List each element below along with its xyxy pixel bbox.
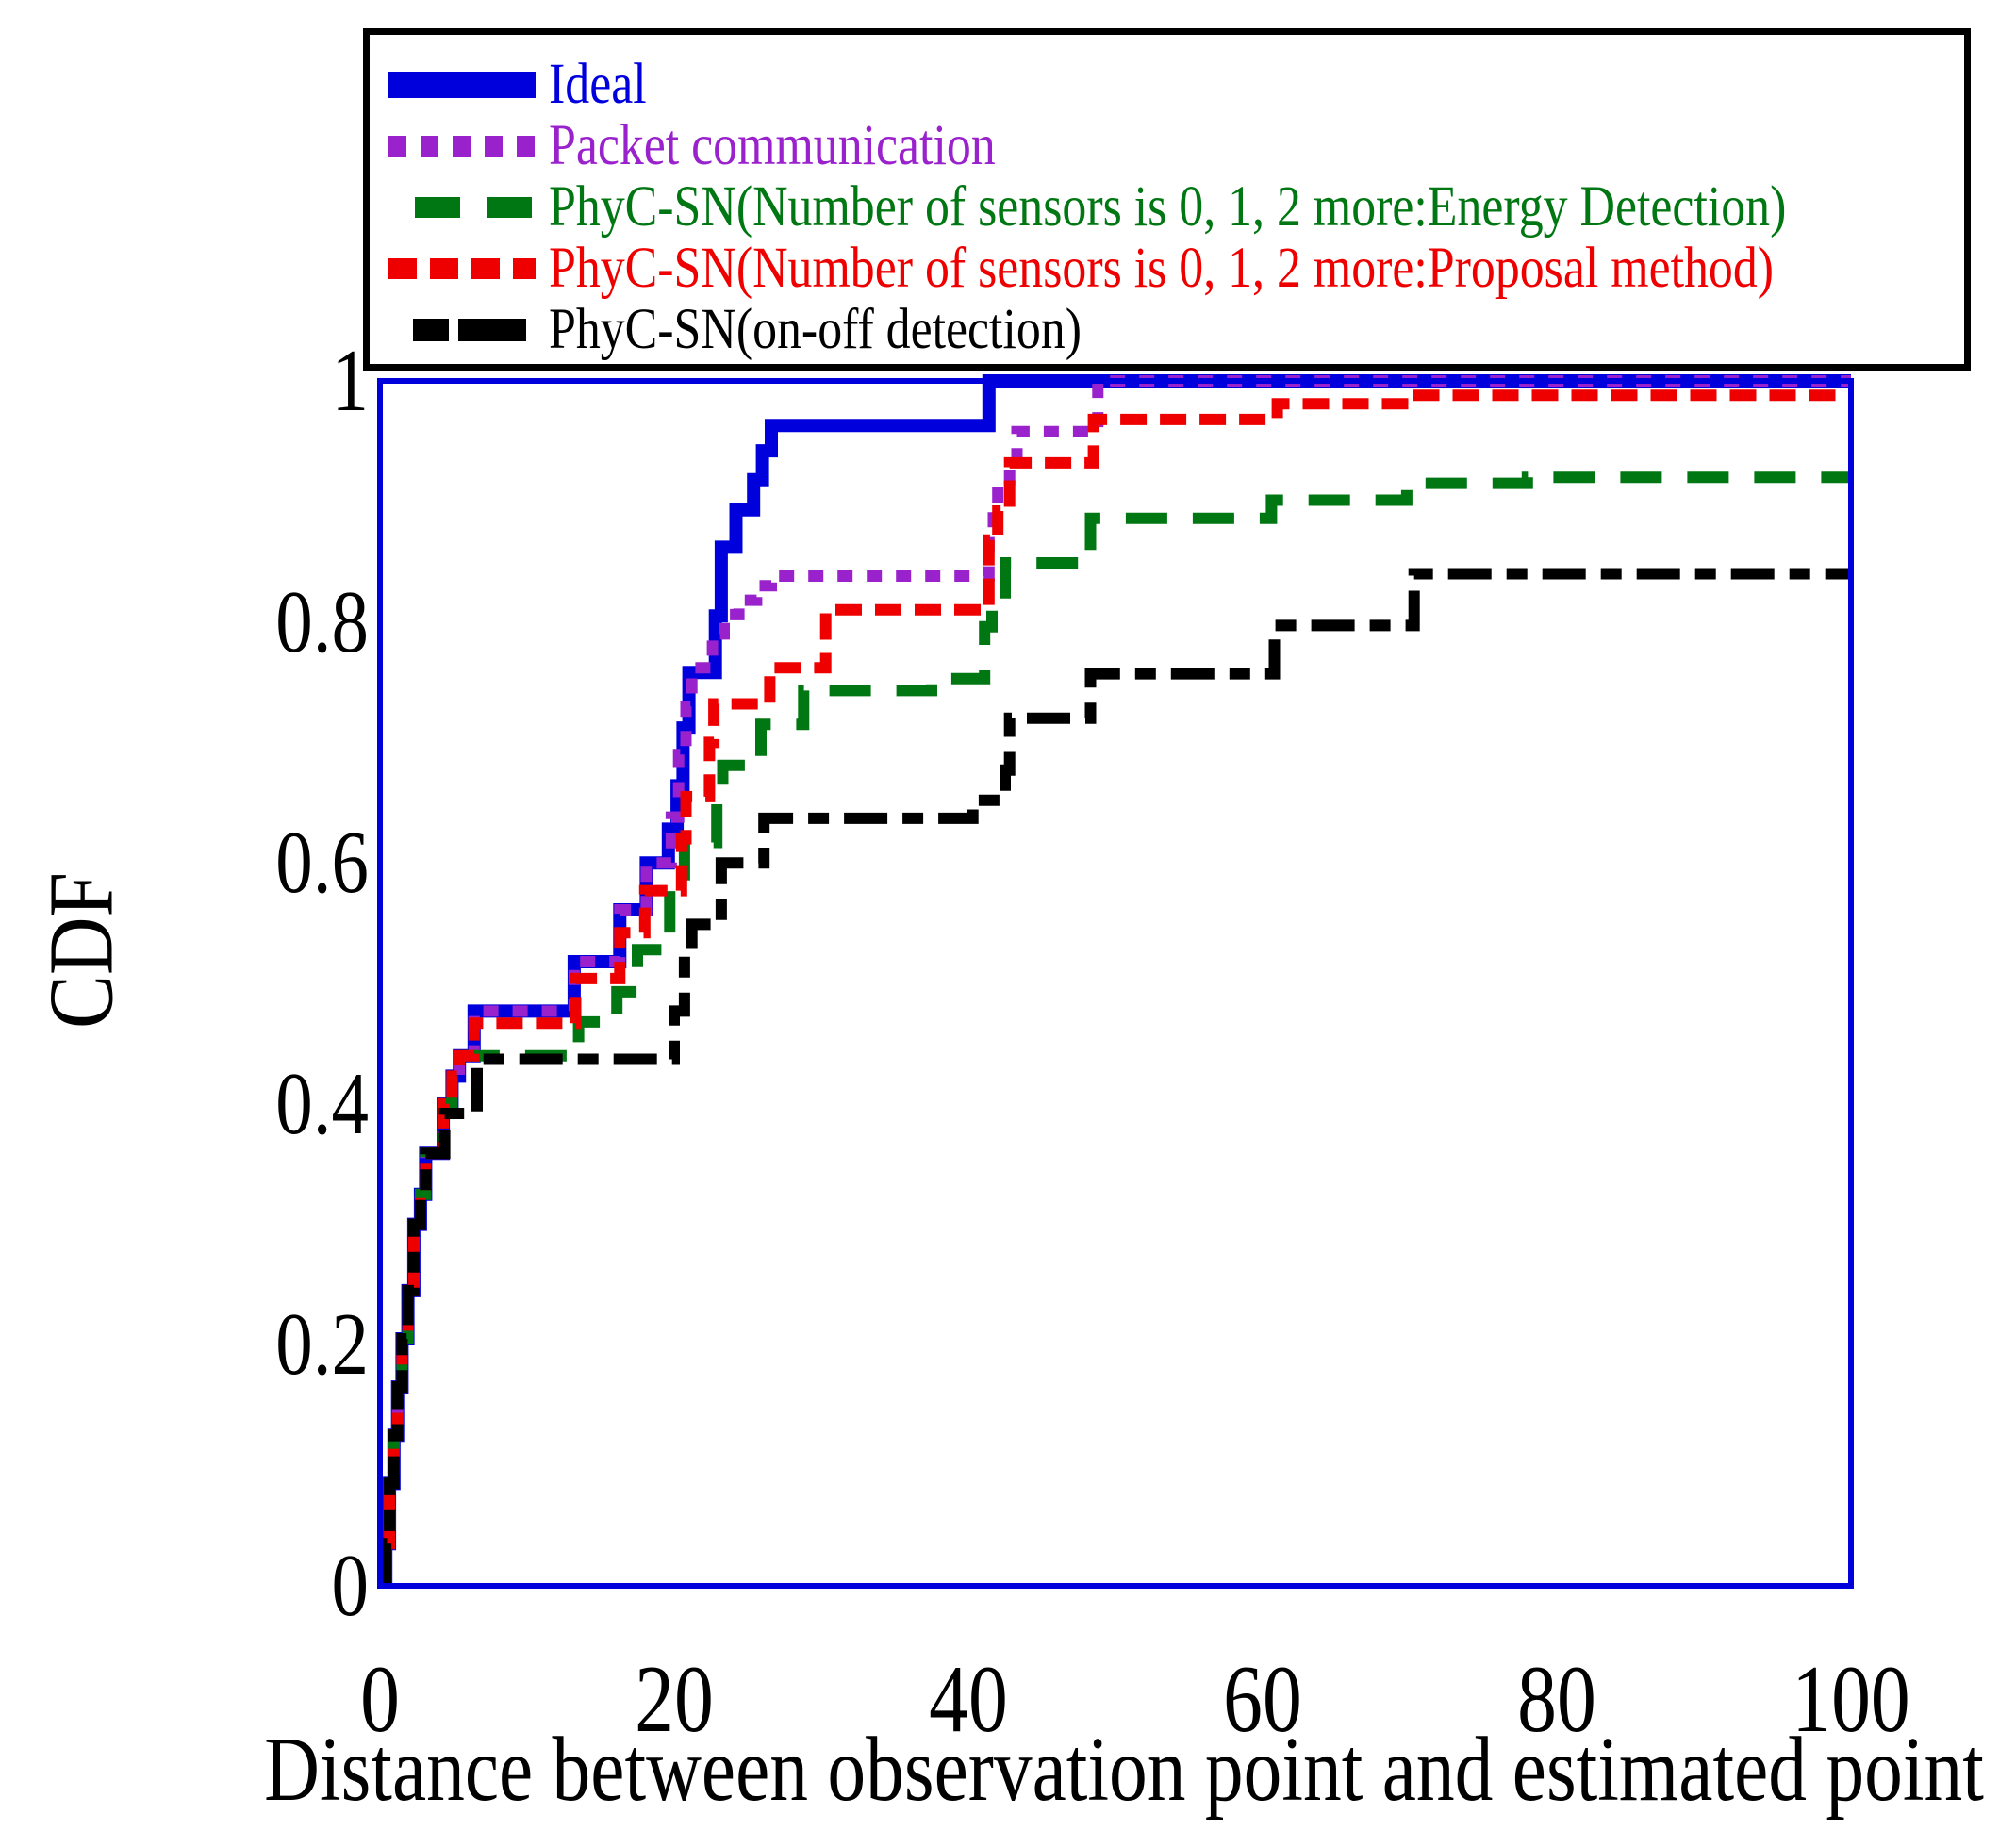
legend-swatch-short-dashed-line — [388, 257, 536, 279]
series-line-2 — [380, 471, 1851, 1586]
y-axis-title: CDF — [30, 871, 132, 1030]
legend-item-proposal-method: PhyC-SN(Number of sensors is 0, 1, 2 mor… — [370, 238, 1964, 299]
legend-label: Ideal — [549, 53, 647, 116]
x-tick-label: 0 — [360, 1646, 400, 1753]
legend-label: PhyC-SN(on-off detection) — [549, 298, 1082, 361]
legend-label: PhyC-SN(Number of sensors is 0, 1, 2 mor… — [549, 175, 1787, 239]
plot-frame — [377, 378, 1854, 1589]
legend-swatch-dash-dot-line — [388, 318, 536, 341]
series-line-3 — [380, 389, 1851, 1586]
legend-item-on-off-detection: PhyC-SN(on-off detection) — [370, 299, 1964, 360]
legend-item-ideal: Ideal — [370, 54, 1964, 115]
series-line-0 — [379, 374, 1851, 1586]
y-tick-label: 0.2 — [275, 1295, 369, 1394]
x-tick-label: 60 — [1223, 1646, 1302, 1753]
x-tick-label: 80 — [1517, 1646, 1596, 1753]
y-tick-label: 0.6 — [275, 814, 369, 913]
legend-item-packet-communication: Packet communication — [370, 115, 1964, 176]
x-axis-title: Distance between observation point and e… — [264, 1719, 1984, 1820]
series-line-4 — [380, 568, 1851, 1586]
legend-label: PhyC-SN(Number of sensors is 0, 1, 2 mor… — [549, 237, 1775, 300]
x-tick-label: 40 — [929, 1646, 1008, 1753]
series-line-1 — [380, 375, 1851, 1586]
y-tick-label: 1 — [331, 332, 369, 430]
legend-swatch-dashed-line — [388, 196, 536, 218]
legend-swatch-solid-line — [388, 71, 536, 98]
y-tick-label: 0 — [331, 1537, 369, 1635]
legend-swatch-dotted-line — [388, 135, 536, 157]
y-tick-label: 0.4 — [275, 1054, 369, 1153]
legend-label: Packet communication — [549, 114, 996, 177]
y-tick-label: 0.8 — [275, 572, 369, 671]
x-tick-label: 100 — [1792, 1646, 1910, 1753]
legend-item-energy-detection: PhyC-SN(Number of sensors is 0, 1, 2 mor… — [370, 176, 1964, 238]
legend-box: Ideal Packet communication PhyC-SN(Numbe… — [363, 28, 1971, 371]
x-tick-label: 20 — [635, 1646, 714, 1753]
